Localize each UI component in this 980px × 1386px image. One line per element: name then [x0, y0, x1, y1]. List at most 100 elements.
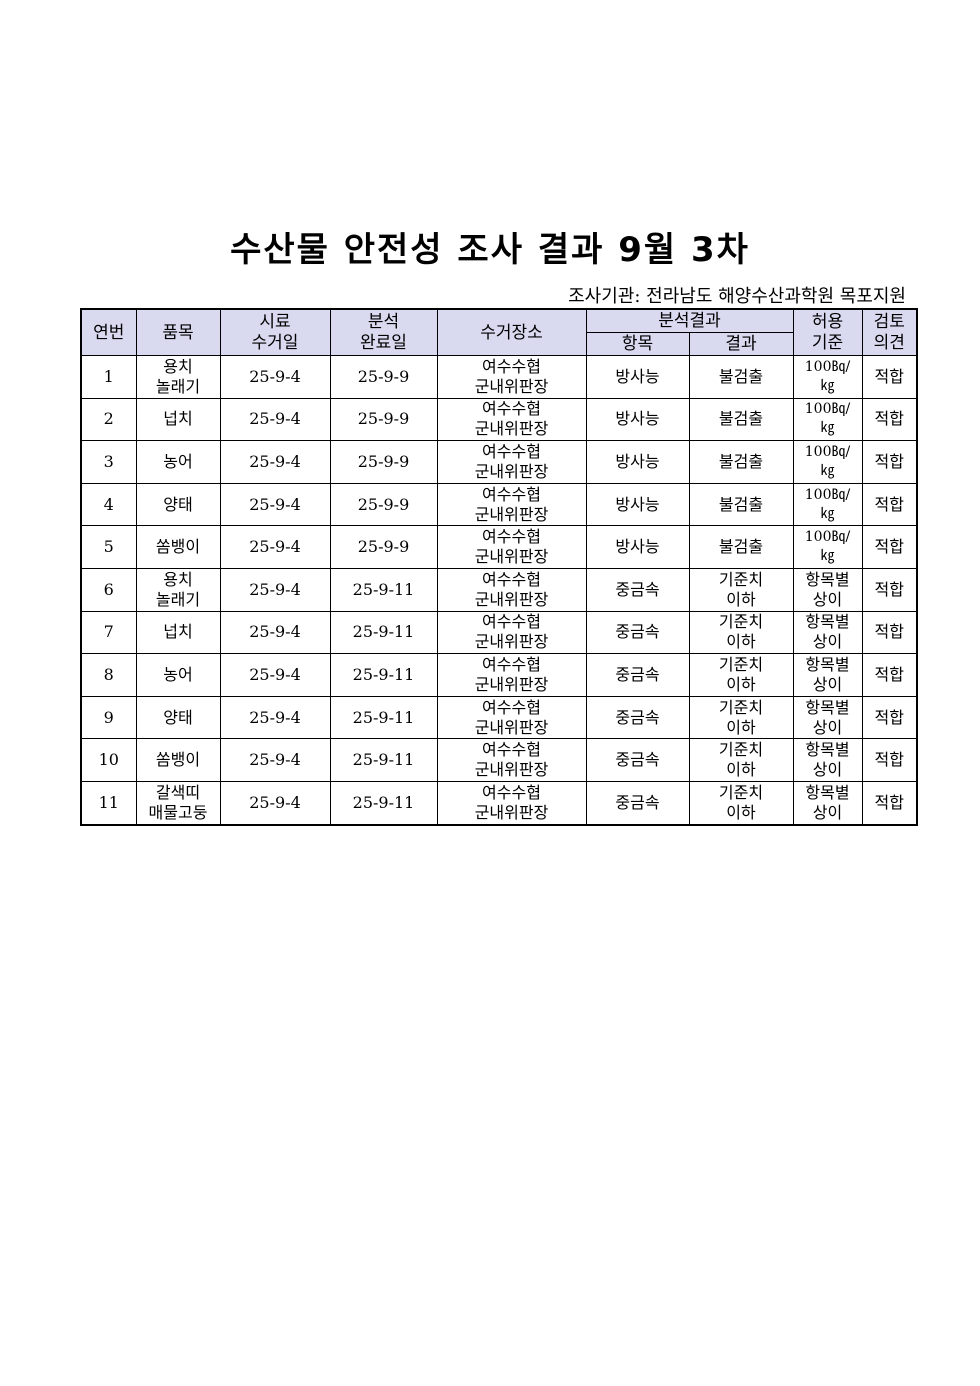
cell-opinion: 적합 — [861, 567, 918, 612]
table-row: 6 용치 놀래기 25-9-4 25-9-11 여수수협 군내위판장 중금속 기준치 이하 항목별 상… — [80, 567, 918, 612]
cell-test-item: 방사능 — [585, 482, 690, 527]
table-row: 3 농어 25-9-4 25-9-9 여수수협 군내위판장 방사능 불검출 100㏃/㎏ 적합 — [80, 440, 918, 484]
cell-standard: 항목별 상이 — [792, 780, 863, 826]
cell-sample-date: 25-9-4 — [219, 695, 331, 740]
cell-item: 농어 — [135, 440, 221, 484]
cell-result: 불검출 — [688, 440, 794, 484]
cell-opinion: 적합 — [861, 482, 918, 527]
cell-item: 넙치 — [135, 610, 221, 655]
cell-opinion: 적합 — [861, 653, 918, 697]
cell-analysis-date: 25-9-11 — [329, 695, 438, 740]
cell-result: 기준치 이하 — [688, 780, 794, 826]
cell-place: 여수수협 군내위판장 — [436, 355, 587, 399]
cell-opinion: 적합 — [861, 525, 918, 569]
cell-test-item: 중금속 — [585, 567, 690, 612]
page-title: 수산물 안전성 조사 결과 9월 3차 — [230, 230, 750, 270]
cell-result: 기준치 이하 — [688, 695, 794, 740]
cell-place: 여수수협 군내위판장 — [436, 525, 587, 569]
cell-test-item: 중금속 — [585, 610, 690, 655]
cell-item: 쏨뱅이 — [135, 738, 221, 782]
table-row: 10 쏨뱅이 25-9-4 25-9-11 여수수협 군내위판장 중금속 기준치 이하 항목별 상이… — [80, 738, 918, 782]
table-row: 11 갈색띠 매물고둥 25-9-4 25-9-11 여수수협 군내위판장 중금속 기준치 이하 항… — [80, 780, 918, 826]
cell-place: 여수수협 군내위판장 — [436, 397, 587, 442]
table-row: 2 넙치 25-9-4 25-9-9 여수수협 군내위판장 방사능 불검출 100㏃/㎏ 적합 — [80, 397, 918, 442]
cell-result: 기준치 이하 — [688, 653, 794, 697]
cell-result: 기준치 이하 — [688, 738, 794, 782]
cell-no: 8 — [80, 653, 137, 697]
cell-item: 농어 — [135, 653, 221, 697]
agency-label: 조사기관: 전라남도 해양수산과학원 목포지원 — [568, 286, 906, 307]
cell-item: 쏨뱅이 — [135, 525, 221, 569]
cell-sample-date: 25-9-4 — [219, 780, 331, 826]
cell-place: 여수수협 군내위판장 — [436, 440, 587, 484]
cell-no: 11 — [80, 780, 137, 826]
table-row: 9 양태 25-9-4 25-9-11 여수수협 군내위판장 중금속 기준치 이하 항목별 상이 적합 — [80, 695, 918, 740]
cell-opinion: 적합 — [861, 780, 918, 826]
cell-no: 6 — [80, 567, 137, 612]
cell-standard: 항목별 상이 — [792, 695, 863, 740]
cell-opinion: 적합 — [861, 610, 918, 655]
header-standard: 허용 기준 — [792, 308, 863, 356]
cell-result: 불검출 — [688, 525, 794, 569]
header-result-group: 분석결과 — [585, 308, 794, 333]
results-table: 연번 품목 시료 수거일 분석 완료일 수거장소 분석결과 허용 기준 검토 의견 항목… — [80, 308, 918, 826]
table-row: 8 농어 25-9-4 25-9-11 여수수협 군내위판장 중금속 기준치 이하 항목별 상이 적합 — [80, 653, 918, 697]
cell-opinion: 적합 — [861, 397, 918, 442]
cell-item: 용치 놀래기 — [135, 355, 221, 399]
cell-no: 1 — [80, 355, 137, 399]
cell-place: 여수수협 군내위판장 — [436, 653, 587, 697]
cell-result: 불검출 — [688, 355, 794, 399]
header-item: 품목 — [135, 308, 221, 356]
cell-item: 양태 — [135, 695, 221, 740]
cell-standard: 항목별 상이 — [792, 610, 863, 655]
table-row: 5 쏨뱅이 25-9-4 25-9-9 여수수협 군내위판장 방사능 불검출 100㏃/㎏ 적합 — [80, 525, 918, 569]
cell-no: 3 — [80, 440, 137, 484]
header-place: 수거장소 — [436, 308, 587, 356]
cell-test-item: 중금속 — [585, 780, 690, 826]
cell-standard: 100㏃/㎏ — [792, 397, 863, 442]
cell-sample-date: 25-9-4 — [219, 567, 331, 612]
cell-analysis-date: 25-9-9 — [329, 440, 438, 484]
table-row: 1 용치 놀래기 25-9-4 25-9-9 여수수협 군내위판장 방사능 불검출 100㏃/㎏ 적… — [80, 355, 918, 399]
cell-analysis-date: 25-9-11 — [329, 780, 438, 826]
cell-test-item: 중금속 — [585, 738, 690, 782]
cell-place: 여수수협 군내위판장 — [436, 695, 587, 740]
cell-sample-date: 25-9-4 — [219, 653, 331, 697]
cell-standard: 100㏃/㎏ — [792, 525, 863, 569]
cell-test-item: 중금속 — [585, 653, 690, 697]
table-row: 7 넙치 25-9-4 25-9-11 여수수협 군내위판장 중금속 기준치 이하 항목별 상이 적합 — [80, 610, 918, 655]
cell-standard: 항목별 상이 — [792, 653, 863, 697]
cell-analysis-date: 25-9-11 — [329, 610, 438, 655]
cell-opinion: 적합 — [861, 440, 918, 484]
cell-result: 불검출 — [688, 397, 794, 442]
cell-test-item: 중금속 — [585, 695, 690, 740]
header-no: 연번 — [80, 308, 137, 356]
cell-item: 넙치 — [135, 397, 221, 442]
cell-no: 4 — [80, 482, 137, 527]
cell-result: 기준치 이하 — [688, 567, 794, 612]
header-result: 결과 — [688, 332, 794, 356]
cell-no: 9 — [80, 695, 137, 740]
cell-sample-date: 25-9-4 — [219, 355, 331, 399]
cell-item: 갈색띠 매물고둥 — [135, 780, 221, 826]
cell-analysis-date: 25-9-9 — [329, 355, 438, 399]
cell-test-item: 방사능 — [585, 355, 690, 399]
cell-sample-date: 25-9-4 — [219, 397, 331, 442]
cell-no: 10 — [80, 738, 137, 782]
cell-no: 5 — [80, 525, 137, 569]
cell-sample-date: 25-9-4 — [219, 525, 331, 569]
cell-sample-date: 25-9-4 — [219, 482, 331, 527]
cell-test-item: 방사능 — [585, 525, 690, 569]
cell-result: 불검출 — [688, 482, 794, 527]
cell-item: 용치 놀래기 — [135, 567, 221, 612]
cell-standard: 100㏃/㎏ — [792, 355, 863, 399]
cell-opinion: 적합 — [861, 355, 918, 399]
cell-sample-date: 25-9-4 — [219, 738, 331, 782]
cell-analysis-date: 25-9-9 — [329, 397, 438, 442]
cell-test-item: 방사능 — [585, 397, 690, 442]
cell-no: 7 — [80, 610, 137, 655]
cell-no: 2 — [80, 397, 137, 442]
cell-opinion: 적합 — [861, 695, 918, 740]
cell-standard: 100㏃/㎏ — [792, 482, 863, 527]
cell-standard: 항목별 상이 — [792, 738, 863, 782]
